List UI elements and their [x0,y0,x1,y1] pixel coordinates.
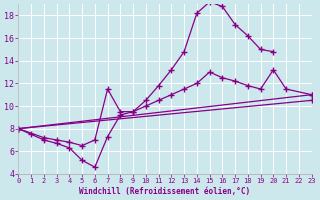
X-axis label: Windchill (Refroidissement éolien,°C): Windchill (Refroidissement éolien,°C) [79,187,251,196]
